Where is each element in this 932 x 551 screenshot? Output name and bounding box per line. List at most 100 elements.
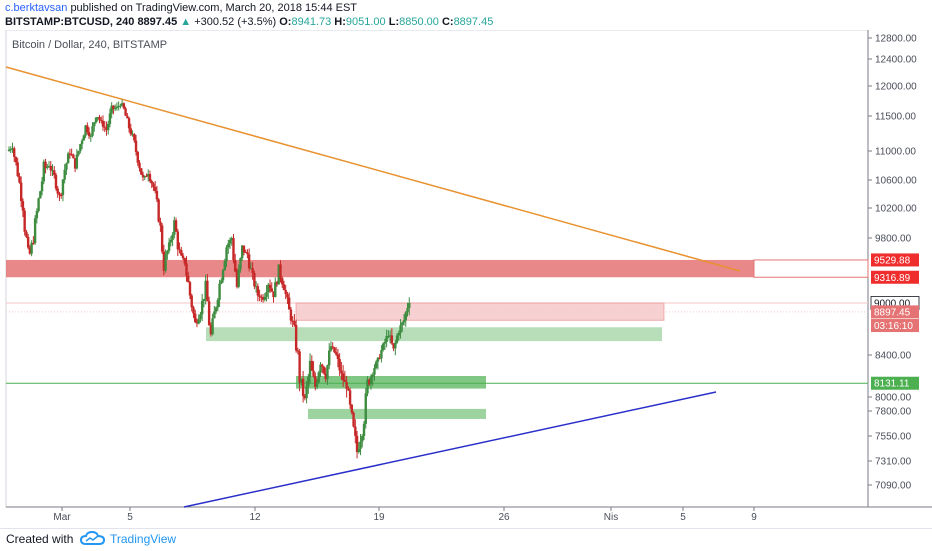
candle-body	[143, 176, 146, 178]
y-tick-label: 11500.00	[875, 112, 916, 123]
candle-body	[287, 297, 291, 310]
price-tag-box	[871, 305, 919, 319]
candle-body	[230, 238, 233, 241]
candle-body	[223, 261, 226, 271]
candle-body	[19, 182, 23, 202]
candle-body	[199, 314, 202, 320]
candle-body	[336, 354, 340, 359]
candle-body	[355, 435, 359, 453]
candle-body	[131, 134, 134, 136]
candle-body	[16, 162, 19, 177]
candle-body	[53, 170, 56, 176]
y-tick-label: 10200.00	[875, 204, 917, 215]
candle-body	[103, 126, 106, 128]
candle-body	[225, 247, 228, 262]
support-zone-lower	[308, 408, 486, 419]
candle-body	[140, 168, 143, 175]
y-tick-label: 8000.00	[875, 393, 912, 404]
chart-area[interactable]: Bitcoin / Dollar, 240, BITSTAMP 12800.00…	[0, 29, 932, 528]
candle-body	[46, 166, 49, 168]
candle-body	[270, 288, 273, 292]
candle-body	[348, 390, 352, 405]
y-tick-label: 7550.00	[875, 432, 912, 443]
candle-body	[11, 148, 14, 150]
candle-body	[39, 191, 42, 199]
candle-body	[197, 319, 200, 324]
candle-body	[93, 122, 96, 127]
candle-body	[369, 376, 373, 385]
candle-body	[100, 119, 103, 121]
x-tick-label: 26	[498, 512, 510, 523]
price-tag-label: 03:16:10	[874, 321, 913, 332]
x-tick-label: Mar	[53, 512, 71, 523]
candle-body	[303, 395, 307, 399]
candle-body	[124, 108, 127, 116]
candle-body	[354, 426, 357, 436]
candle-body	[258, 295, 261, 297]
symbol-label: BITSTAMP:BTCUSD, 240	[5, 16, 135, 28]
candle-body	[366, 379, 369, 394]
price-axis-panel	[868, 30, 932, 507]
candle-body	[195, 322, 199, 324]
candle-body	[352, 412, 355, 427]
candle-body	[361, 435, 364, 442]
candle-body	[157, 199, 160, 222]
candle-body	[113, 107, 117, 110]
candle-body	[284, 290, 287, 295]
y-tick-label: 12400.00	[875, 55, 917, 66]
candle-body	[141, 174, 145, 178]
candle-body	[385, 335, 388, 342]
candle-body	[326, 365, 329, 380]
price-chart[interactable]: Bitcoin / Dollar, 240, BITSTAMP 12800.00…	[0, 29, 932, 528]
candle-body	[281, 278, 284, 285]
author-link[interactable]: c.berktavsan	[5, 2, 68, 14]
candle-body	[254, 286, 258, 288]
candle-body	[87, 132, 91, 137]
candle-body	[122, 103, 126, 109]
candle-body	[96, 117, 99, 119]
resistance-zone	[6, 259, 754, 278]
candle-body	[60, 195, 63, 197]
candle-body	[105, 127, 108, 131]
candle-body	[291, 320, 294, 322]
candle-body	[185, 263, 188, 276]
candle-body	[408, 303, 411, 309]
target-zone	[295, 302, 665, 321]
candle-body	[134, 140, 138, 152]
candle-body	[23, 210, 26, 232]
candle-body	[341, 373, 345, 381]
candle-body	[343, 380, 347, 382]
candle-body	[204, 280, 207, 299]
candle-body	[240, 245, 244, 259]
candle-body	[133, 134, 136, 141]
candle-body	[333, 347, 336, 353]
candle-body	[214, 307, 218, 312]
candle-body	[7, 149, 11, 151]
tradingview-brand[interactable]: TradingView	[110, 532, 177, 546]
candle-body	[350, 404, 354, 413]
candle-body	[166, 250, 169, 255]
x-tick-label: Nis	[604, 512, 618, 523]
open-value: 8941.73	[291, 16, 332, 28]
x-tick-label: 19	[373, 512, 385, 523]
candle-body	[234, 260, 237, 272]
candle-body	[362, 423, 366, 436]
candle-body	[300, 378, 303, 383]
candle-body	[331, 346, 334, 348]
publish-info: published on TradingView.com, March 20, …	[70, 2, 358, 14]
candle-body	[373, 368, 376, 375]
candle-body	[310, 360, 314, 371]
price-tag-label: 8131.11	[874, 379, 910, 390]
candle-body	[82, 135, 86, 141]
x-tick-label: 5	[127, 512, 133, 523]
candle-body	[117, 106, 120, 108]
candle-body	[221, 270, 225, 281]
candle-body	[72, 154, 75, 159]
x-tick-label: 12	[249, 512, 261, 523]
candle-body	[127, 118, 131, 129]
candle-body	[30, 242, 33, 254]
y-axis-labels: 12800.00 12400.00 12000.00 11500.00 11000.00…	[868, 34, 917, 492]
candle-body	[192, 307, 195, 314]
candle-body	[110, 105, 113, 114]
candle-body	[178, 249, 181, 251]
